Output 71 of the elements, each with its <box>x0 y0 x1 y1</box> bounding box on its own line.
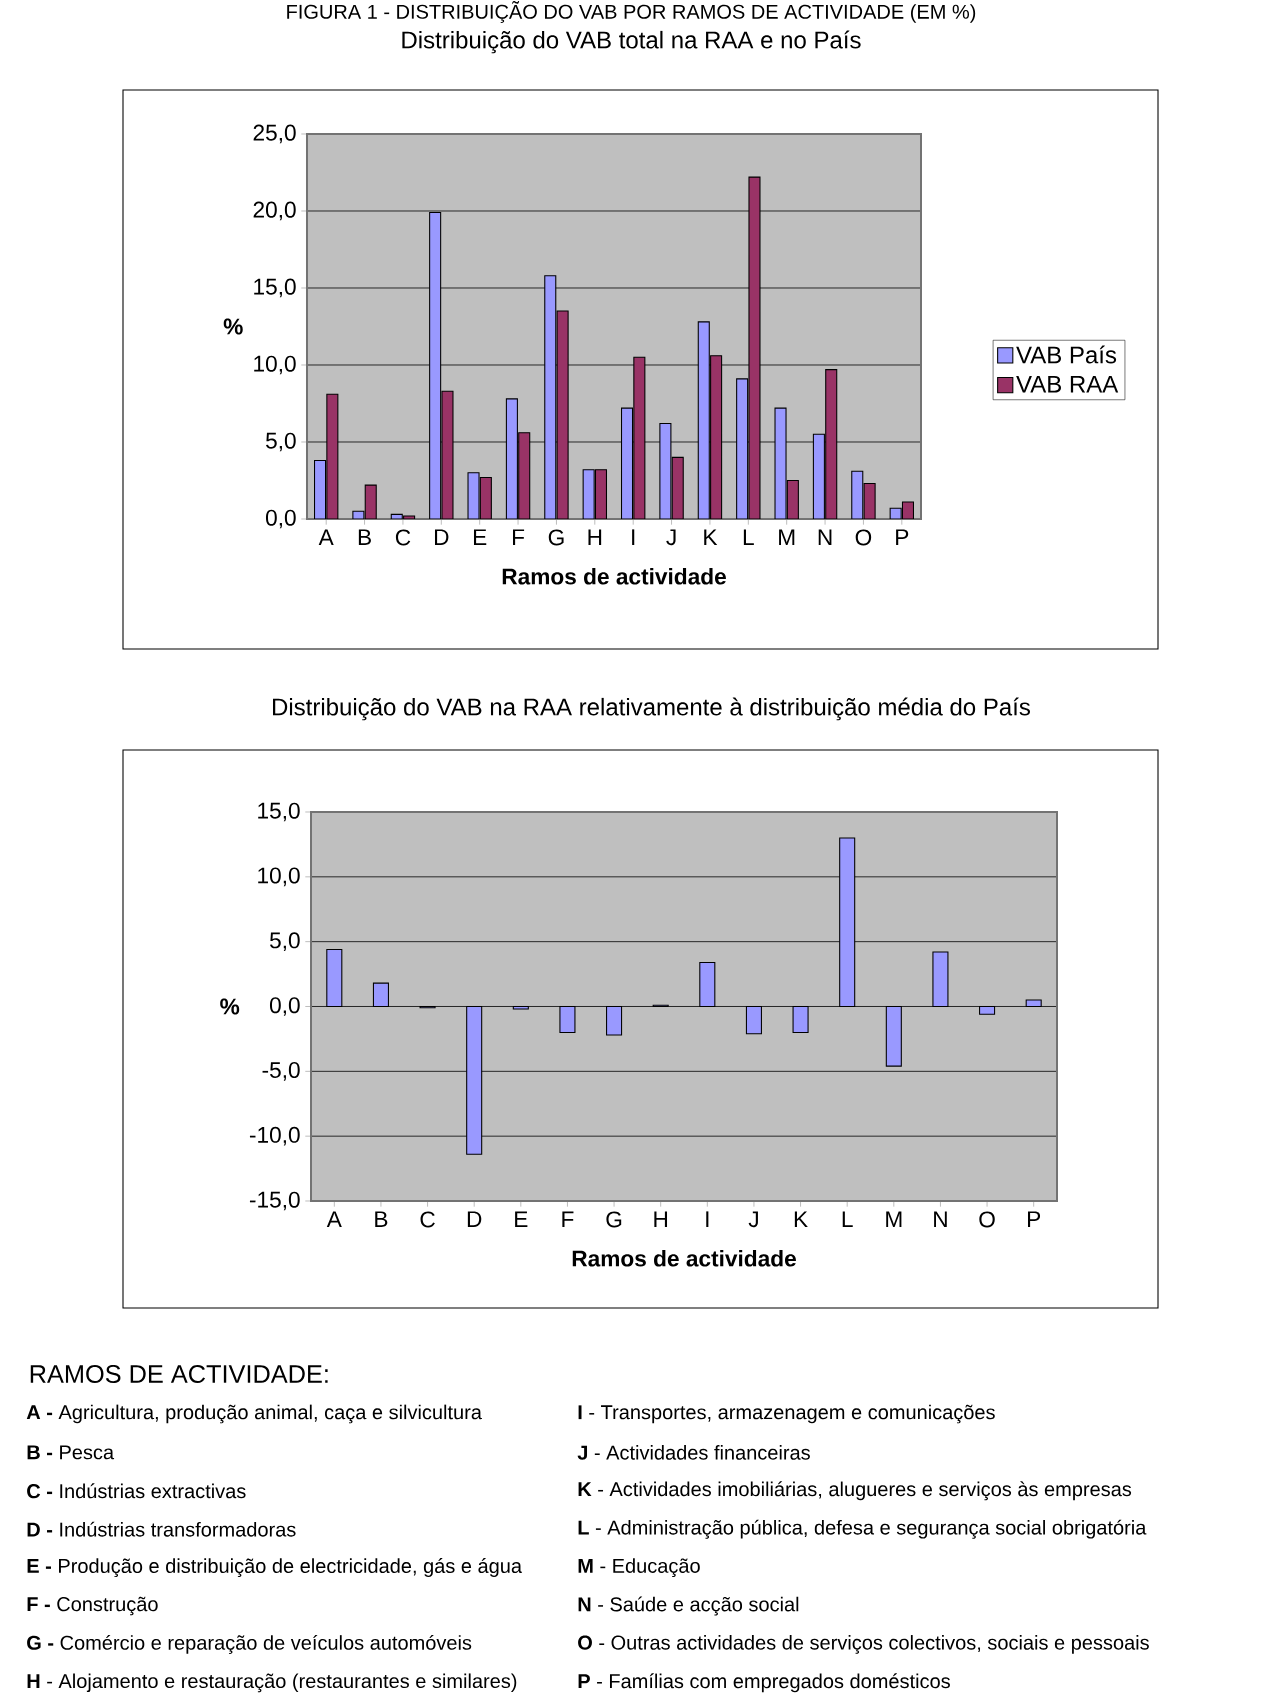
x-tick-label: J <box>666 529 676 546</box>
x-tick-label: E <box>515 1211 528 1227</box>
text: B - Pesca <box>27 1445 115 1460</box>
x-tick-label: C <box>420 1211 435 1228</box>
x-tick-label: N <box>934 1211 947 1227</box>
text: J - Actividades financeiras <box>577 1445 810 1460</box>
x-tick-label: D <box>467 1211 482 1227</box>
x-tick-label: H <box>588 529 602 545</box>
x-tick-label: M <box>886 1211 902 1227</box>
x-tick-label: G <box>548 529 564 546</box>
text: O - Outras actividades de serviços colectivos, sociais e pessoais <box>578 1635 1149 1654</box>
y-tick-label: 0,0 <box>265 509 296 529</box>
text: I - Transportes, armazenagem e comunicações <box>578 1404 995 1424</box>
x-tick-label: L <box>743 529 754 545</box>
y-axis-title: % <box>223 318 243 335</box>
legend-label: VAB País <box>1016 345 1117 364</box>
x-tick-label: A <box>318 529 334 545</box>
x-tick-label: F <box>513 529 525 545</box>
text: RAMOS DE ACTIVIDADE: <box>30 1365 328 1383</box>
x-tick-label: L <box>842 1211 853 1227</box>
text: N - Saúde e acção social <box>578 1596 799 1616</box>
x-tick-label: M <box>779 529 795 545</box>
text: P - Famílias com empregados domésticos <box>578 1673 950 1693</box>
text: L - Administração pública, defesa e segurança social obrigatória <box>578 1519 1147 1539</box>
text: G - Comércio e reparação de veículos automóveis <box>27 1634 472 1654</box>
text: M - Educação <box>578 1558 700 1577</box>
x-tick-label: J <box>748 1211 758 1228</box>
chart-title: Distribuição do VAB na RAA relativamente à distribuição média do País <box>273 697 1030 721</box>
chart-subtitle: Distribuição do VAB total na RAA e no País <box>402 30 861 54</box>
text: E - Produção e distribuição de electricidade, gás e água <box>27 1558 523 1578</box>
y-tick-label: 5,0 <box>269 932 300 952</box>
y-tick-label: 0,0 <box>269 997 300 1016</box>
x-tick-label: K <box>704 529 718 545</box>
x-tick-label: I <box>706 1211 709 1227</box>
x-tick-label: B <box>358 529 371 545</box>
y-tick-label: 5,0 <box>265 432 296 452</box>
text: C - Indústrias extractivas <box>27 1483 246 1499</box>
y-tick-label: 25,0 <box>253 124 296 144</box>
y-tick-label: -10,0 <box>249 1126 300 1146</box>
x-tick-label: N <box>818 529 832 545</box>
x-tick-label: E <box>473 529 487 545</box>
x-tick-label: P <box>896 529 909 545</box>
x-tick-label: C <box>395 529 411 546</box>
x-tick-label: B <box>375 1211 388 1227</box>
y-tick-label: 20,0 <box>253 201 296 221</box>
y-tick-label: 10,0 <box>258 867 300 887</box>
x-tick-label: D <box>434 529 449 545</box>
x-tick-label: F <box>562 1211 574 1227</box>
x-tick-label: O <box>979 1211 995 1228</box>
y-tick-label: 15,0 <box>258 802 300 822</box>
x-tick-label: H <box>654 1211 668 1227</box>
y-tick-label: 15,0 <box>254 278 296 298</box>
x-tick-label: P <box>1027 1211 1041 1227</box>
x-tick-label: A <box>326 1211 342 1227</box>
y-tick-label: -15,0 <box>249 1191 300 1211</box>
text: D - Indústrias transformadoras <box>27 1521 296 1537</box>
x-axis-title: Ramos de actividade <box>572 1249 796 1267</box>
x-tick-label: G <box>606 1211 622 1228</box>
text: H - Alojamento e restauração (restaurantes e similares) <box>27 1673 517 1693</box>
text: K - Actividades imobiliárias, alugueres e serviços às empresas <box>578 1481 1132 1501</box>
x-tick-label: I <box>632 529 635 545</box>
chart-title: FIGURA 1 - DISTRIBUIÇÃO DO VAB POR RAMOS DE ACTIVIDADE (EM %) <box>287 1 976 23</box>
y-tick-label: 10,0 <box>254 355 296 375</box>
x-tick-label: O <box>855 529 872 546</box>
x-axis-title: Ramos de actividade <box>502 567 726 585</box>
y-axis-title: % <box>220 998 240 1015</box>
text: F - Construção <box>27 1596 158 1616</box>
x-tick-label: K <box>794 1211 808 1227</box>
legend-label: VAB RAA <box>1016 375 1119 393</box>
y-tick-label: -5,0 <box>262 1061 300 1081</box>
text: A - Agricultura, produção animal, caça e silvicultura <box>26 1404 482 1424</box>
